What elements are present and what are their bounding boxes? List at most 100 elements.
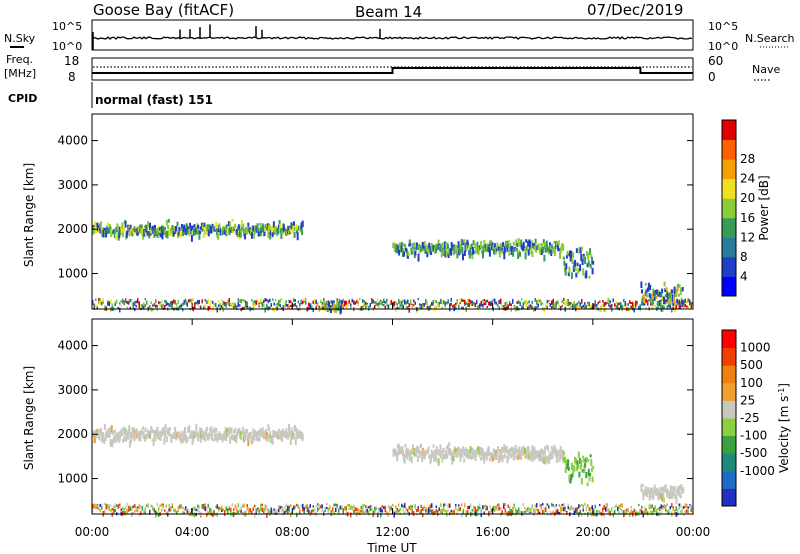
echo-cell (287, 226, 290, 235)
ground-scatter-cell (273, 510, 275, 515)
echo-cell (534, 238, 537, 244)
ground-scatter-cell (482, 505, 484, 510)
ground-scatter-cell (456, 299, 458, 302)
ground-scatter-cell (270, 507, 272, 512)
ground-scatter-cell (95, 504, 97, 510)
ground-scatter-cell (582, 304, 584, 308)
ground-scatter-cell (530, 508, 532, 513)
echo-cell (477, 446, 479, 451)
ground-scatter-cell (435, 505, 437, 508)
ground-scatter-cell (236, 511, 238, 515)
colorbar-tick-label: 4 (740, 269, 748, 283)
echo-cell (242, 223, 245, 231)
echo-cell (408, 451, 411, 457)
echo-cell (482, 450, 485, 459)
echo-cell (553, 240, 556, 245)
ground-scatter-cell (144, 509, 146, 514)
echo-cell (419, 454, 422, 459)
ground-scatter-cell (614, 505, 616, 509)
ground-scatter-cell (431, 509, 433, 515)
ground-scatter-cell (443, 503, 445, 507)
echo-cell (228, 227, 231, 236)
ground-scatter-cell (654, 509, 656, 513)
ground-scatter-cell (248, 306, 250, 310)
echo-cell (676, 285, 679, 292)
echo-cell (253, 433, 256, 437)
echo-cell (254, 225, 257, 229)
ground-scatter-cell (233, 301, 235, 306)
echo-cell (505, 445, 508, 453)
ground-scatter-cell (102, 298, 104, 303)
echo-cell (173, 432, 176, 439)
echo-cell (640, 281, 643, 288)
ground-scatter-cell (321, 509, 323, 513)
echo-cell (410, 247, 412, 251)
ground-scatter-cell (579, 509, 581, 514)
echo-cell (503, 245, 506, 253)
ground-scatter-cell (461, 306, 463, 309)
ground-scatter-cell (359, 508, 361, 512)
ground-scatter-cell (620, 503, 622, 508)
echo-cell (554, 249, 556, 257)
ground-scatter-cell (149, 510, 151, 514)
y-tick-label: 3000 (57, 178, 88, 192)
ground-scatter-cell (623, 298, 625, 303)
ground-scatter-cell (609, 510, 611, 516)
ground-scatter-cell (143, 302, 145, 307)
ground-scatter-cell (506, 301, 508, 306)
ground-scatter-cell (407, 299, 409, 304)
ground-scatter-cell (618, 504, 620, 509)
echo-cell (452, 244, 454, 252)
ground-scatter-cell (173, 509, 175, 513)
ground-scatter-cell (110, 299, 112, 305)
echo-cell (678, 485, 681, 490)
ground-scatter-cell (386, 298, 388, 304)
echo-cell (420, 450, 423, 456)
ground-scatter-cell (92, 507, 94, 513)
ground-scatter-cell (273, 302, 275, 306)
ground-scatter-cell (129, 507, 131, 511)
ground-scatter-cell (654, 304, 656, 310)
echo-cell (437, 239, 440, 244)
echo-cell (518, 446, 521, 453)
freq-panel (91, 57, 694, 81)
colorbar-swatch (722, 400, 736, 419)
ground-scatter-cell (396, 303, 398, 306)
ground-scatter-cell (282, 305, 284, 308)
echo-cell (413, 242, 416, 250)
ground-scatter-cell (249, 510, 251, 513)
echo-cell (540, 453, 543, 461)
echo-cell (525, 453, 528, 457)
ground-scatter-cell (639, 306, 641, 311)
ground-scatter-cell (357, 510, 359, 515)
ground-scatter-cell (122, 298, 124, 304)
ground-scatter-cell (239, 299, 241, 303)
echo-cell (591, 476, 594, 483)
ground-scatter-cell (395, 301, 397, 305)
echo-cell (514, 248, 517, 252)
colorbar-swatch (722, 256, 736, 277)
echo-cell (567, 466, 570, 471)
echo-cell (679, 495, 682, 499)
ground-scatter-cell (558, 306, 560, 310)
y-tick-label: 3000 (57, 383, 88, 397)
ground-scatter-cell (108, 303, 110, 307)
ground-scatter-cell (167, 510, 169, 514)
ground-scatter-cell (381, 505, 383, 508)
echo-cell (517, 453, 520, 460)
ground-scatter-cell (150, 301, 152, 305)
ground-scatter-cell (414, 301, 416, 305)
echo-cell (497, 246, 500, 251)
echo-cell (421, 456, 424, 463)
ground-scatter-cell (182, 506, 184, 509)
ground-scatter-cell (579, 306, 581, 309)
ground-scatter-cell (359, 298, 361, 301)
echo-cell (408, 239, 411, 246)
ground-scatter-cell (279, 303, 281, 308)
echo-cell (152, 225, 155, 234)
echo-cell (113, 435, 116, 440)
ground-scatter-cell (591, 306, 593, 310)
ground-scatter-cell (362, 305, 364, 311)
ground-scatter-cell (398, 503, 400, 507)
ground-scatter-cell (569, 301, 571, 306)
